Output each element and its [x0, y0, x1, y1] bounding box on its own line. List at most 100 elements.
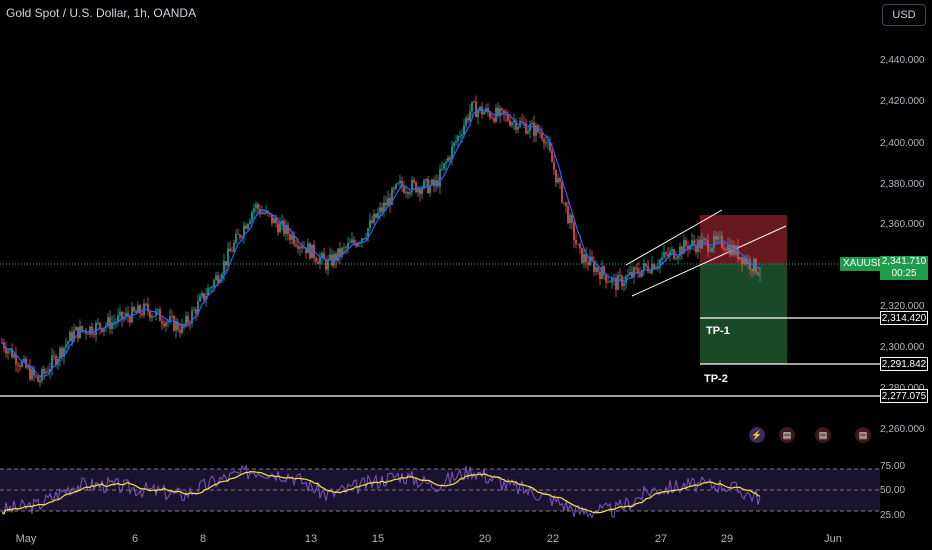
candle-body: [551, 150, 553, 163]
candle-body: [499, 108, 501, 116]
candle-body: [635, 267, 637, 269]
candle-body: [287, 224, 289, 235]
candle-body: [237, 234, 239, 235]
take-profit-zone[interactable]: [700, 264, 787, 364]
candle-body: [205, 295, 207, 301]
us-flag-icon[interactable]: ▤: [815, 427, 831, 443]
candle-body: [233, 242, 235, 252]
candle-body: [579, 244, 581, 249]
candle-body: [457, 135, 459, 142]
candle-body: [251, 212, 253, 221]
candle-body: [445, 161, 447, 164]
candle-body: [285, 224, 287, 234]
candle-body: [751, 269, 753, 272]
candle-body: [239, 234, 241, 238]
candle-body: [597, 267, 599, 272]
candle-body: [449, 157, 451, 160]
candle-body: [395, 183, 397, 189]
time-tick: 6: [131, 533, 139, 545]
candle-body: [227, 248, 229, 266]
candle-body: [429, 185, 431, 194]
candle-body: [369, 220, 371, 229]
candle-body: [711, 247, 713, 251]
candle-body: [19, 365, 21, 367]
candle-body: [379, 207, 381, 213]
candle-body: [757, 272, 759, 275]
candle-body: [183, 323, 185, 326]
candle-body: [223, 261, 225, 275]
candle-body: [295, 244, 297, 246]
candle-body: [353, 239, 355, 243]
candle-body: [483, 111, 485, 115]
candle-body: [507, 114, 509, 121]
currency-button[interactable]: USD: [882, 4, 926, 26]
candle-body: [163, 323, 165, 327]
candle-body: [511, 122, 513, 126]
tp2-label: TP-2: [704, 373, 728, 385]
candle-body: [447, 157, 449, 162]
candle-body: [37, 376, 39, 383]
candle-body: [439, 169, 441, 187]
candle-body: [687, 246, 689, 250]
time-tick: May: [15, 533, 37, 545]
candle-body: [577, 243, 579, 245]
candle-body: [391, 188, 393, 205]
candle-body: [65, 344, 67, 348]
candle-body: [63, 347, 65, 357]
candle-body: [329, 254, 331, 260]
candle-body: [415, 182, 417, 193]
candle-body: [437, 180, 439, 187]
lightning-icon[interactable]: ⚡: [749, 427, 765, 443]
candle-body: [431, 179, 433, 186]
candle-body: [741, 257, 743, 265]
candle-body: [619, 275, 621, 276]
candle-body: [435, 180, 437, 187]
candle-body: [521, 121, 523, 123]
candle-body: [73, 330, 75, 342]
candle-body: [351, 239, 353, 243]
candle-body: [281, 220, 283, 224]
candle-body: [323, 253, 325, 260]
candle-body: [627, 274, 629, 277]
candle-body: [81, 325, 83, 331]
candle-body: [7, 350, 9, 354]
candle-body: [85, 330, 87, 334]
candle-body: [669, 251, 671, 257]
candle-body: [691, 240, 693, 246]
candle-body: [611, 278, 613, 283]
candle-body: [745, 258, 747, 264]
candle-body: [453, 142, 455, 147]
candle-body: [693, 240, 695, 245]
candle-body: [9, 348, 11, 351]
candle-body: [349, 242, 351, 244]
candle-body: [723, 247, 725, 250]
candle-body: [665, 252, 667, 255]
candle-body: [203, 293, 205, 301]
time-tick: 20: [478, 533, 492, 545]
candle-body: [623, 283, 625, 287]
candle-body: [47, 371, 49, 373]
candle-body: [527, 130, 529, 134]
candle-body: [475, 101, 477, 118]
candle-body: [229, 248, 231, 252]
time-tick: 8: [199, 533, 207, 545]
candle-body: [49, 368, 51, 373]
channel-upper-line[interactable]: [625, 209, 723, 266]
candle-body: [109, 317, 111, 329]
candle-body: [77, 327, 79, 339]
candle-body: [141, 313, 143, 316]
candle-body: [469, 111, 471, 121]
candle-body: [707, 240, 709, 252]
candle-body: [101, 327, 103, 332]
candle-body: [631, 271, 633, 277]
candle-body: [93, 333, 95, 336]
us-flag-icon[interactable]: ▤: [855, 427, 871, 443]
candle-body: [411, 180, 413, 193]
us-flag-icon[interactable]: ▤: [779, 427, 795, 443]
candle-body: [629, 271, 631, 275]
channel-lower-line[interactable]: [631, 225, 787, 297]
candle-body: [165, 322, 167, 327]
candle-body: [561, 181, 563, 203]
candle-body: [271, 214, 273, 224]
